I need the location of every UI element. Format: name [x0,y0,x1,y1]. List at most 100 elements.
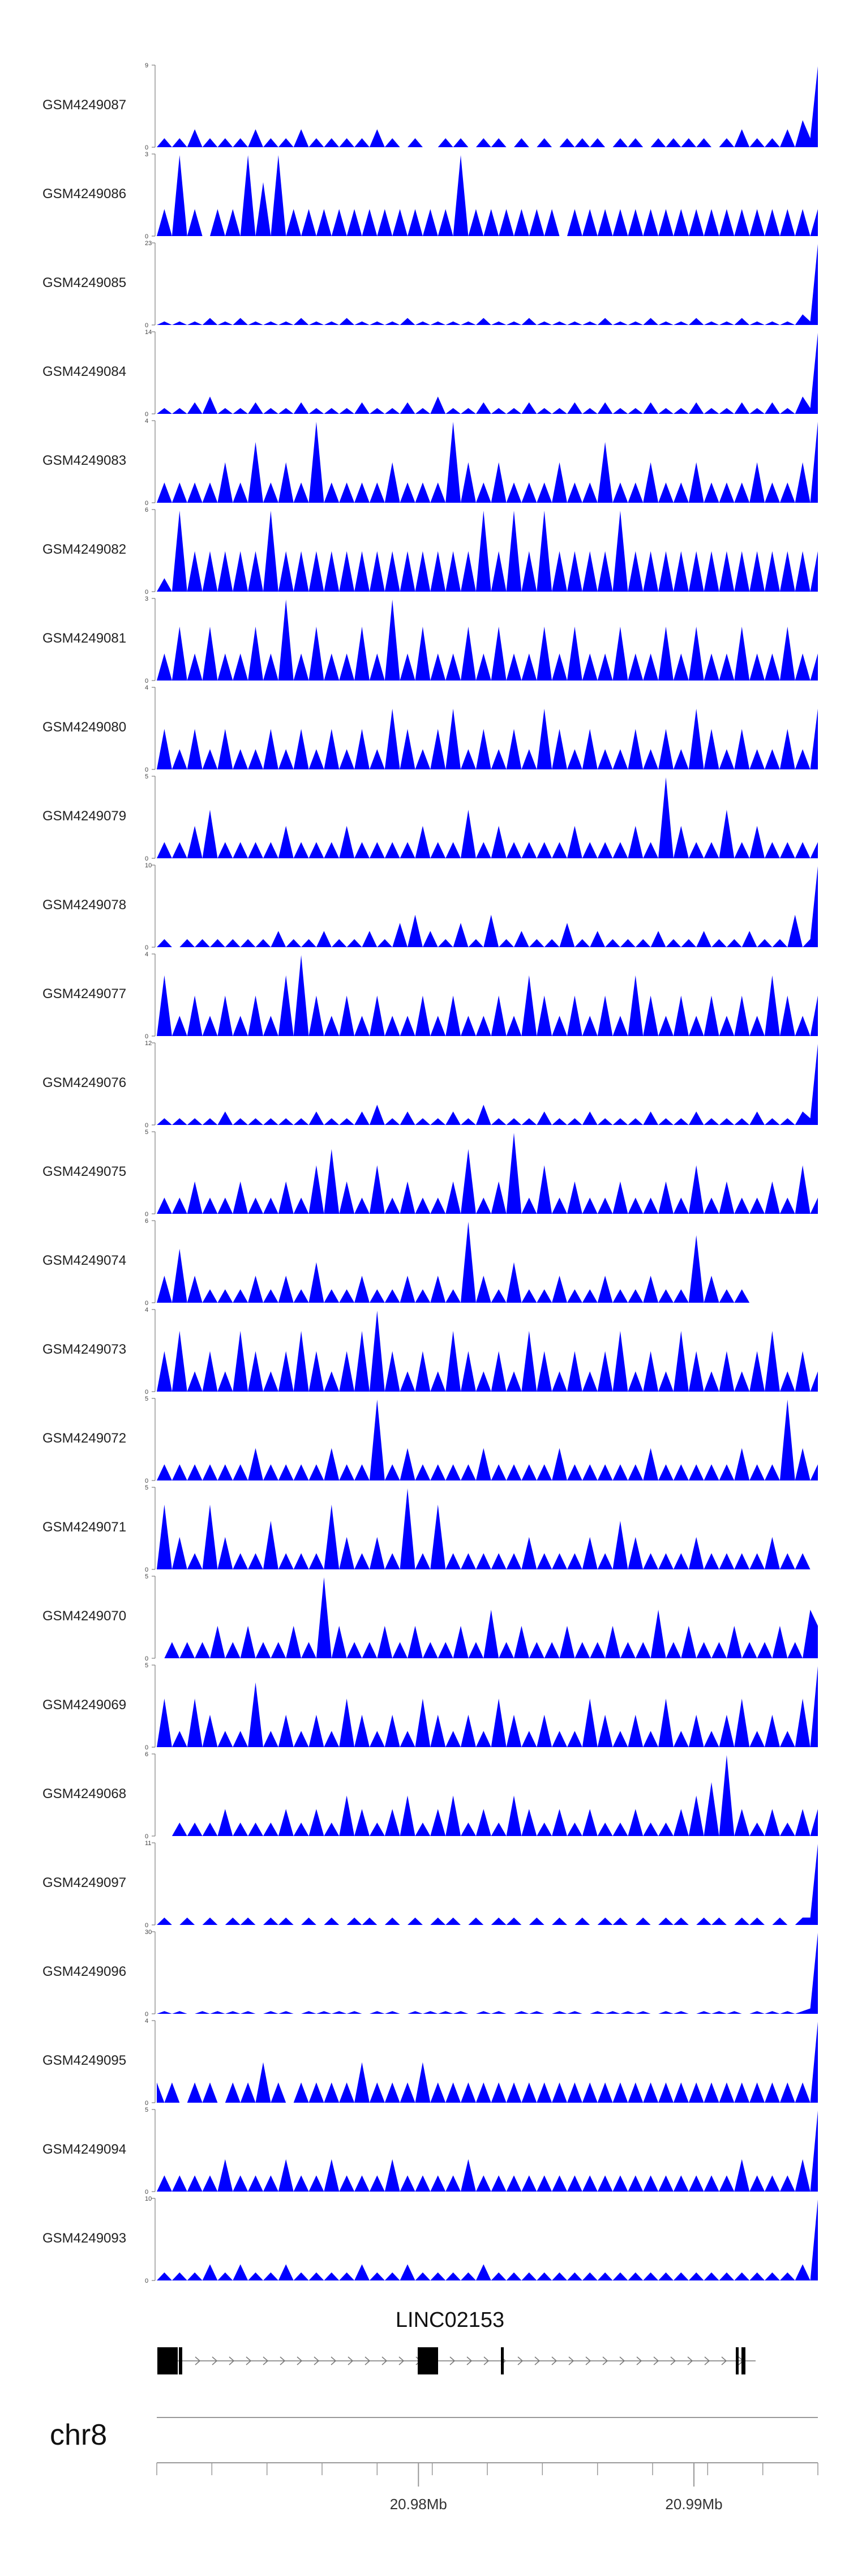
strand-arrow [229,2356,235,2365]
coverage-area [157,422,818,503]
track-GSM4249077: GSM4249077 4 0 [42,951,818,1040]
strand-arrow [398,2356,405,2365]
coverage-area [157,2111,818,2192]
strand-arrow [280,2356,286,2365]
y-min-label: 0 [145,589,148,596]
gene-exon [741,2347,745,2374]
track-label: GSM4249079 [42,808,126,824]
track-label: GSM4249078 [42,897,126,913]
y-max-label: 5 [145,773,148,780]
y-max-label: 10 [145,2196,152,2202]
track-GSM4249075: GSM4249075 5 0 [42,1129,818,1218]
track-GSM4249082: GSM4249082 6 0 [42,507,818,596]
track-label: GSM4249077 [42,986,126,1002]
y-max-label: 10 [145,862,152,869]
coverage-area [157,155,818,236]
track-GSM4249097: GSM4249097 11 0 [42,1840,818,1929]
track-GSM4249070: GSM4249070 5 0 [42,1573,818,1662]
coverage-area [157,244,818,325]
track-label: GSM4249073 [42,1342,126,1357]
coverage-area [157,1044,818,1125]
gene-name-label: LINC02153 [396,2308,504,2332]
coverage-area [157,1400,818,1480]
strand-arrow [449,2356,456,2365]
y-min-label: 0 [145,855,148,862]
y-min-label: 0 [145,1300,148,1307]
coverage-area [157,1488,818,1569]
y-max-label: 4 [145,684,148,691]
coverage-area [157,1222,818,1303]
track-label: GSM4249094 [42,2142,126,2157]
y-max-label: 9 [145,62,148,69]
strand-arrow [381,2356,388,2365]
track-GSM4249076: GSM4249076 12 0 [42,1040,818,1129]
gene-exon [501,2347,504,2374]
strand-arrow [585,2356,591,2365]
y-max-label: 12 [145,1040,152,1047]
track-GSM4249094: GSM4249094 5 0 [42,2107,818,2196]
strand-arrow [297,2356,303,2365]
y-min-label: 0 [145,767,148,773]
coverage-area [157,1666,818,1747]
track-GSM4249079: GSM4249079 5 0 [42,773,818,862]
strand-arrow [619,2356,625,2365]
y-max-label: 5 [145,1129,148,1136]
track-GSM4249068: GSM4249068 6 0 [42,1751,818,1840]
track-label: GSM4249095 [42,2053,126,2068]
coverage-area [157,66,818,147]
track-label: GSM4249070 [42,1608,126,1624]
track-label: GSM4249083 [42,453,126,468]
y-min-label: 0 [145,2189,148,2196]
coverage-area [157,955,818,1036]
y-min-label: 0 [145,2011,148,2018]
strand-arrow [263,2356,269,2365]
strand-arrow [636,2356,642,2365]
y-min-label: 0 [145,500,148,507]
track-GSM4249080: GSM4249080 4 0 [42,684,818,773]
strand-arrow [602,2356,608,2365]
track-GSM4249086: GSM4249086 3 0 [42,151,818,240]
track-label: GSM4249082 [42,542,126,557]
y-max-label: 6 [145,1218,148,1225]
strand-arrow [687,2356,693,2365]
track-label: GSM4249071 [42,1520,126,1535]
track-GSM4249095: GSM4249095 4 0 [42,2018,818,2107]
axis-tick-label: 20.98Mb [390,2496,447,2513]
coverage-area [157,708,818,769]
coverage-area [157,511,818,592]
strand-arrow [670,2356,676,2365]
y-min-label: 0 [145,1478,148,1484]
track-GSM4249078: GSM4249078 10 0 [42,862,818,951]
coverage-area [157,2022,818,2103]
gene-exon [157,2347,178,2374]
track-label: GSM4249085 [42,275,126,290]
y-min-label: 0 [145,1033,148,1040]
track-label: GSM4249076 [42,1075,126,1090]
track-GSM4249071: GSM4249071 5 0 [42,1484,818,1573]
coverage-area [157,1844,818,1925]
y-min-label: 0 [145,678,148,684]
y-min-label: 0 [145,411,148,418]
y-min-label: 0 [145,144,148,151]
gene-model: LINC02153 [157,2308,756,2374]
y-max-label: 23 [145,240,152,247]
strand-arrow [466,2356,473,2365]
coverage-area [157,1755,818,1836]
coverage-area [157,600,818,681]
coverage-tracks: GSM424908790GSM424908630GSM4249085230GSM… [42,62,818,2284]
track-label: GSM4249075 [42,1164,126,1179]
y-min-label: 0 [145,2100,148,2107]
y-min-label: 0 [145,1655,148,1662]
coverage-area [157,1311,818,1392]
track-label: GSM4249069 [42,1697,126,1713]
track-GSM4249083: GSM4249083 4 0 [42,418,818,507]
strand-arrow [653,2356,659,2365]
y-max-label: 6 [145,507,148,514]
y-min-label: 0 [145,322,148,329]
y-max-label: 4 [145,951,148,958]
strand-arrow [314,2356,320,2365]
track-label: GSM4249093 [42,2231,126,2246]
strand-arrow [534,2356,541,2365]
y-max-label: 5 [145,2107,148,2113]
track-GSM4249087: GSM4249087 9 0 [42,62,818,151]
